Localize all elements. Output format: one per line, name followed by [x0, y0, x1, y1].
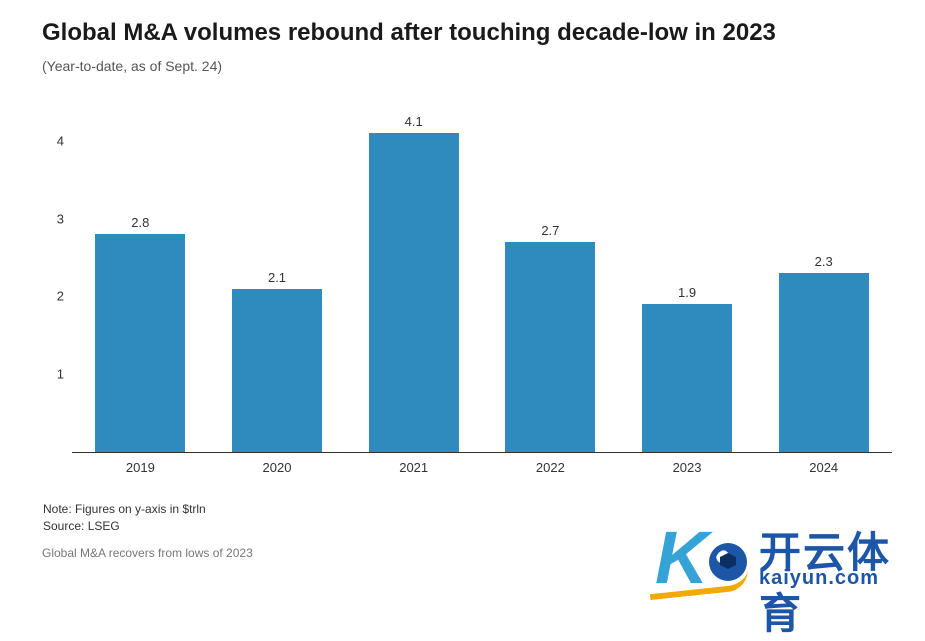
y-tick-label: 3	[57, 211, 64, 226]
y-tick-label: 1	[57, 367, 64, 382]
bar	[505, 242, 595, 452]
chart-caption: Global M&A recovers from lows of 2023	[42, 546, 895, 560]
brand-name-cn: 开云体育	[759, 519, 915, 641]
x-tick-label: 2019	[72, 452, 209, 482]
bar-slot: 2.1	[209, 102, 346, 452]
y-tick-label: 4	[57, 133, 64, 148]
x-axis-labels: 201920202021202220232024	[72, 452, 892, 482]
bar	[642, 304, 732, 452]
note-line: Note: Figures on y-axis in $trln	[43, 501, 894, 518]
bar	[232, 289, 322, 452]
bars-group: 2.8 2.1 4.1 2.7 1.9 2.3	[72, 102, 892, 452]
bar-value-label: 2.8	[131, 215, 149, 230]
bar	[95, 234, 185, 452]
bar-value-label: 4.1	[405, 114, 423, 129]
chart-notes: Note: Figures on y-axis in $trln Source:…	[42, 500, 895, 536]
chart-subtitle: (Year-to-date, as of Sept. 24)	[42, 58, 895, 74]
chart-title: Global M&A volumes rebound after touchin…	[42, 18, 882, 48]
bar-slot: 2.8	[72, 102, 209, 452]
bar-value-label: 2.7	[541, 223, 559, 238]
bar-value-label: 1.9	[678, 285, 696, 300]
swoosh-icon	[648, 568, 750, 600]
chart-container: Global M&A volumes rebound after touchin…	[0, 0, 925, 627]
source-line: Source: LSEG	[43, 518, 894, 535]
x-tick-label: 2021	[345, 452, 482, 482]
bar-slot: 1.9	[619, 102, 756, 452]
x-tick-label: 2023	[619, 452, 756, 482]
bar	[779, 273, 869, 452]
brand-domain: kaiyun.com	[759, 567, 879, 590]
bar-slot: 2.3	[755, 102, 892, 452]
bar-value-label: 2.3	[815, 254, 833, 269]
x-tick-label: 2024	[755, 452, 892, 482]
chart-area: 1 2 3 4 2.8 2.1 4.1 2.7 1.9 2.3 2019202020212022…	[42, 102, 892, 482]
bar-slot: 4.1	[345, 102, 482, 452]
y-tick-label: 2	[57, 289, 64, 304]
bar-slot: 2.7	[482, 102, 619, 452]
x-tick-label: 2022	[482, 452, 619, 482]
bar	[369, 133, 459, 452]
y-axis: 1 2 3 4	[42, 102, 72, 452]
x-tick-label: 2020	[209, 452, 346, 482]
bar-value-label: 2.1	[268, 270, 286, 285]
